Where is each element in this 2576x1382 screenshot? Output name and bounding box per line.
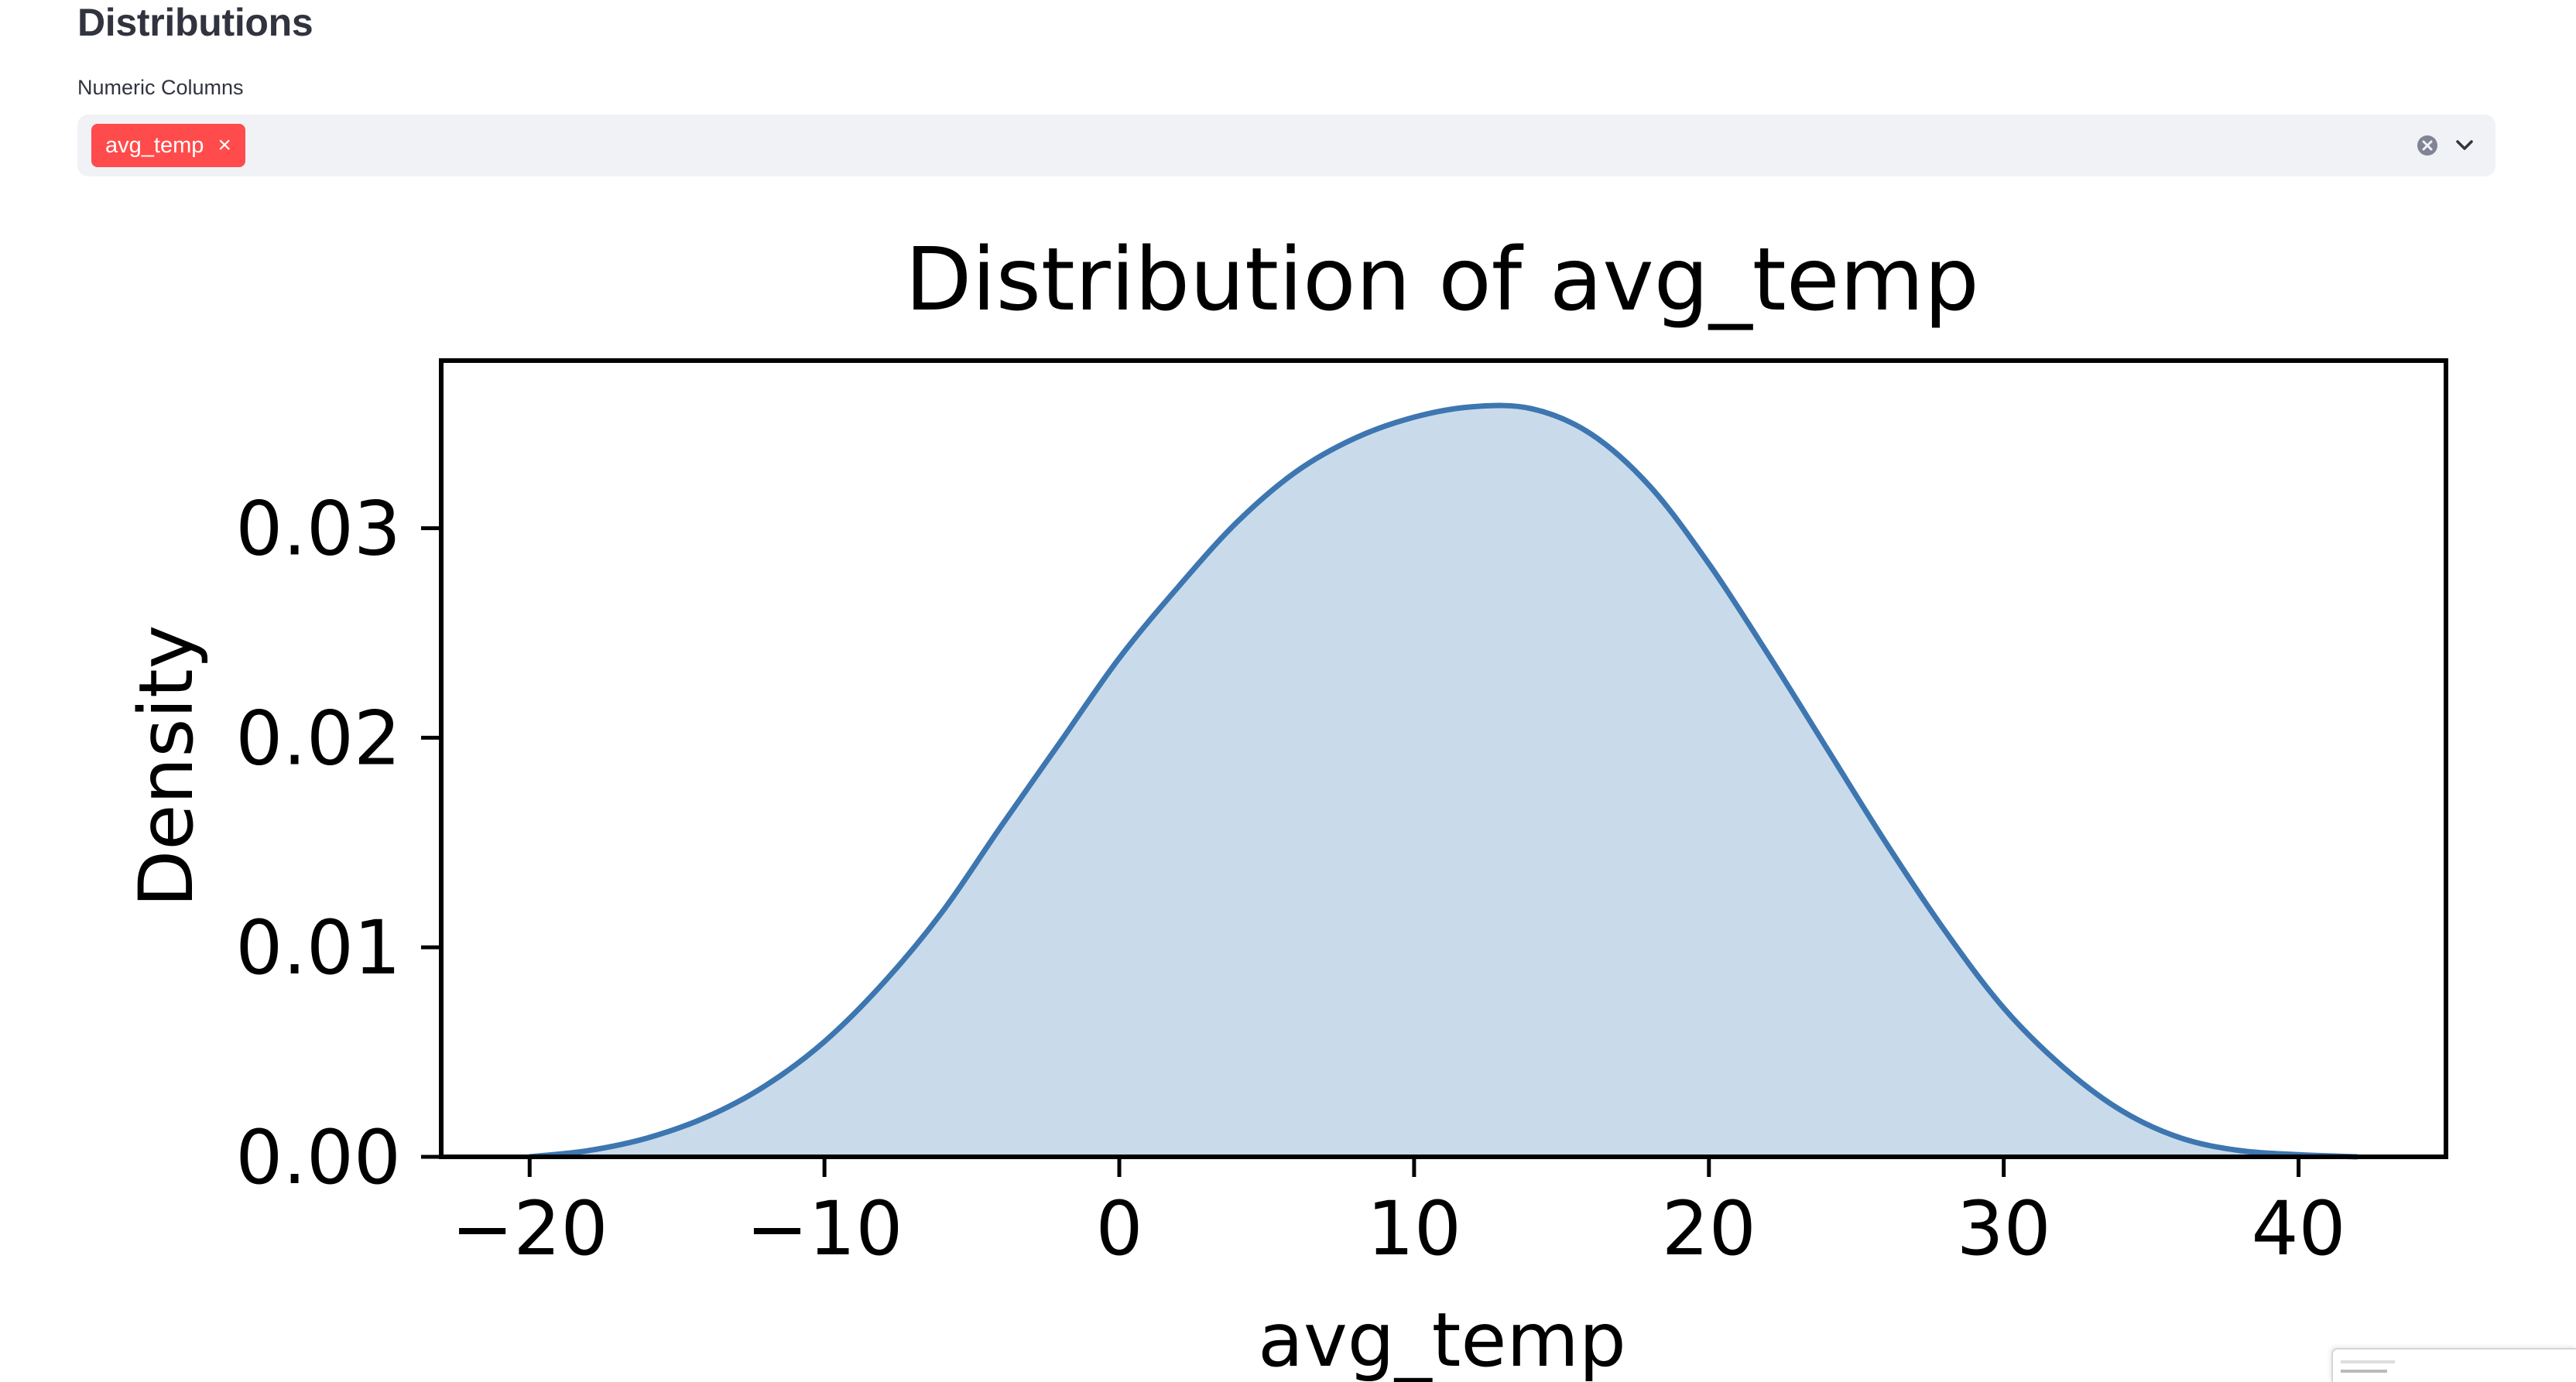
y-tick-label: 0.02 <box>235 695 401 782</box>
x-tick-label: 20 <box>1662 1185 1756 1272</box>
chevron-down-icon[interactable] <box>2452 133 2477 158</box>
y-tick-label: 0.01 <box>235 905 401 991</box>
tag-label: avg_temp <box>105 132 204 158</box>
x-tick-label: 30 <box>1957 1185 2051 1272</box>
y-axis-ticks: 0.00 0.01 0.02 0.03 <box>235 486 441 1201</box>
thumbnail-line <box>2341 1370 2387 1373</box>
y-axis-label: Density <box>123 625 210 908</box>
x-tick-label: −20 <box>451 1185 608 1272</box>
x-axis-ticks: −20 −10 0 10 20 30 40 <box>451 1157 2346 1272</box>
chart-title: Distribution of avg_temp <box>905 230 1979 330</box>
section-title: Distributions <box>77 1 313 44</box>
minimized-window-thumbnail[interactable] <box>2331 1348 2576 1382</box>
y-tick-label: 0.03 <box>235 486 401 573</box>
x-tick-label: −10 <box>746 1185 903 1272</box>
x-tick-label: 10 <box>1367 1185 1461 1272</box>
numeric-columns-multiselect[interactable]: avg_temp × <box>77 115 2496 176</box>
kde-line <box>529 402 2358 1160</box>
y-tick-label: 0.00 <box>235 1114 401 1201</box>
numeric-columns-label: Numeric Columns <box>77 76 244 99</box>
kde-area <box>529 405 2358 1157</box>
x-tick-label: 40 <box>2251 1185 2345 1272</box>
x-axis-label: avg_temp <box>1258 1297 1626 1382</box>
tag-remove-icon[interactable]: × <box>218 132 231 158</box>
plot-frame <box>439 358 2448 1159</box>
clear-all-icon[interactable] <box>2417 135 2438 156</box>
selected-tag-avg-temp: avg_temp × <box>91 124 245 167</box>
thumbnail-line <box>2341 1360 2395 1363</box>
x-tick-label: 0 <box>1095 1185 1142 1272</box>
